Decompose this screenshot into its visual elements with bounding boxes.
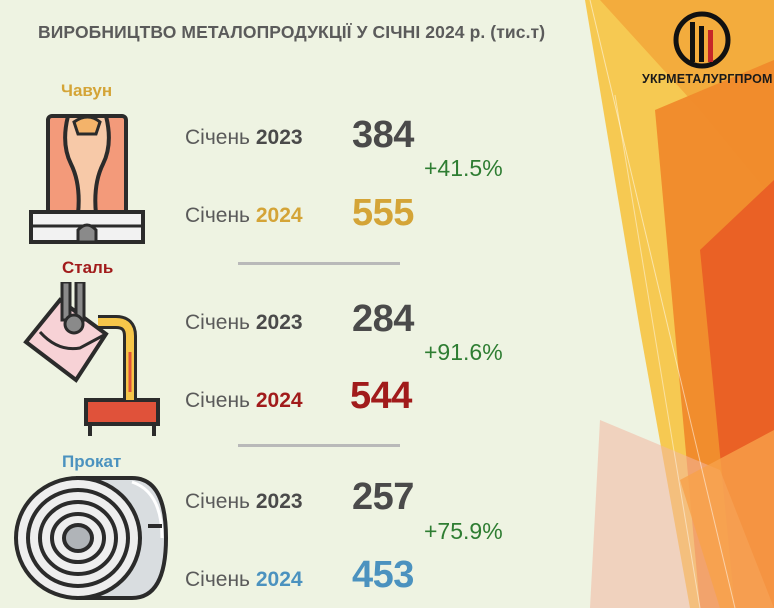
row-label-prokat-2024: Січень 2024 bbox=[185, 568, 303, 591]
year-2024: 2024 bbox=[255, 389, 303, 412]
blast-furnace-icon bbox=[29, 114, 145, 244]
year-2024: 2024 bbox=[255, 568, 303, 591]
year-2023: 2023 bbox=[255, 490, 303, 513]
ukrmetalurgprom-logo-icon bbox=[673, 11, 731, 69]
steel-ladle-icon bbox=[23, 282, 160, 436]
section-divider bbox=[238, 262, 400, 265]
value-chavun-2024: 555 bbox=[352, 192, 414, 234]
value-prokat-2023: 257 bbox=[352, 476, 414, 518]
year-2024: 2024 bbox=[255, 204, 303, 227]
value-stal-2024: 544 bbox=[350, 375, 412, 417]
change-stal: +91.6% bbox=[424, 339, 503, 365]
value-prokat-2024: 453 bbox=[352, 554, 414, 596]
category-label-chavun: Чавун bbox=[61, 81, 113, 100]
row-label-stal-2023: Січень 2023 bbox=[185, 311, 303, 334]
section-divider bbox=[238, 444, 400, 447]
change-prokat: +75.9% bbox=[424, 518, 503, 544]
page-title: ВИРОБНИЦТВО МЕТАЛОПРОДУКЦІЇ У СІЧНІ 2024… bbox=[38, 22, 546, 42]
value-stal-2023: 284 bbox=[352, 298, 414, 340]
logo-text: УКРМЕТАЛУРГПРОМ bbox=[642, 72, 773, 86]
row-label-chavun-2023: Січень 2023 bbox=[185, 126, 303, 149]
row-label-chavun-2024: Січень 2024 bbox=[185, 204, 303, 227]
category-label-prokat: Прокат bbox=[62, 452, 122, 471]
row-label-stal-2024: Січень 2024 bbox=[185, 389, 303, 412]
steel-coil-icon bbox=[14, 476, 169, 600]
value-chavun-2023: 384 bbox=[352, 114, 414, 156]
change-chavun: +41.5% bbox=[424, 155, 503, 181]
category-label-stal: Сталь bbox=[62, 258, 114, 277]
year-2023: 2023 bbox=[255, 311, 303, 334]
row-label-prokat-2023: Січень 2023 bbox=[185, 490, 303, 513]
year-2023: 2023 bbox=[255, 126, 303, 149]
